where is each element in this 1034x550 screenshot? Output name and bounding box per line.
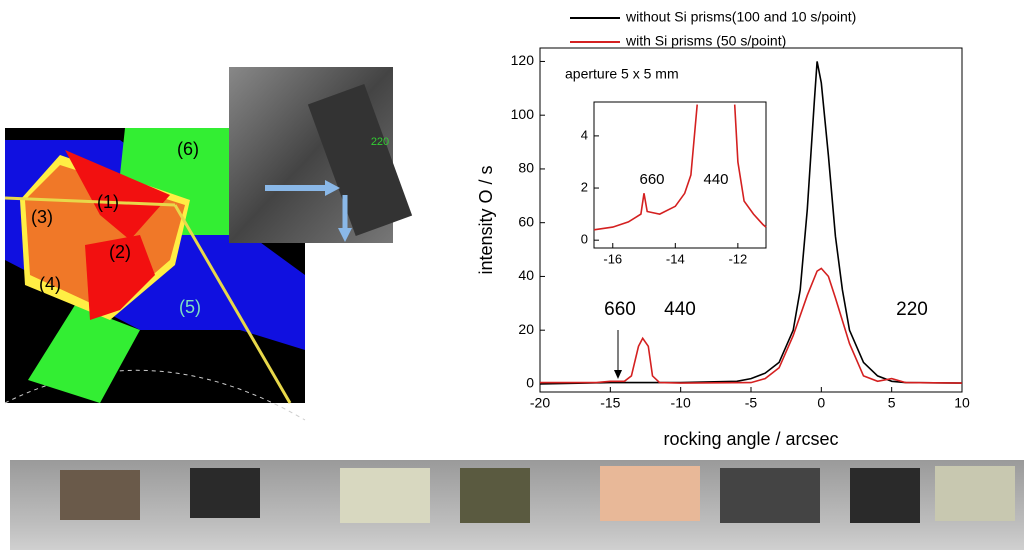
annotation: 440 — [664, 299, 696, 320]
series-line — [593, 104, 767, 231]
y-tick-label: 4 — [581, 127, 588, 142]
legend-label: with Si prisms (50 s/point) — [625, 33, 786, 49]
legend-label: without Si prisms(100 and 10 s/point) — [625, 9, 856, 25]
y-tick-label: 60 — [518, 213, 534, 229]
x-tick-label: -10 — [671, 395, 691, 411]
x-tick-label: -5 — [745, 395, 758, 411]
photo — [229, 67, 413, 243]
y-tick-label: 0 — [581, 232, 588, 247]
annotation: 220 — [896, 299, 928, 320]
x-tick-label: -16 — [603, 251, 622, 266]
diagram-label: (2) — [109, 242, 131, 262]
y-tick-label: 2 — [581, 179, 588, 194]
x-tick-label: -15 — [600, 395, 620, 411]
y-tick-label: 80 — [518, 160, 534, 176]
mirror-strip — [10, 460, 1024, 550]
x-tick-label: 0 — [817, 395, 825, 411]
diagram-label: (5) — [179, 297, 201, 317]
y-tick-label: 0 — [526, 375, 534, 391]
x-tick-label: -20 — [530, 395, 550, 411]
arrow-head — [614, 370, 622, 379]
x-axis-label: rocking angle / arcsec — [663, 429, 838, 449]
diagram-label: (6) — [177, 139, 199, 159]
diagram-label: (1) — [97, 192, 119, 212]
series-line — [539, 61, 963, 385]
annotation: 660 — [639, 171, 664, 188]
y-tick-label: 20 — [518, 321, 534, 337]
y-tick-label: 40 — [518, 267, 534, 283]
diagram-label: (4) — [39, 274, 61, 294]
inset-title: aperture 5 x 5 mm — [565, 66, 679, 82]
series-line — [540, 267, 963, 384]
photo-label: 220 — [371, 136, 389, 148]
y-tick-label: 120 — [511, 52, 535, 68]
annotation: 660 — [604, 299, 636, 320]
x-tick-label: 10 — [954, 395, 970, 411]
diagram-label: (3) — [31, 207, 53, 227]
x-tick-label: -14 — [666, 251, 685, 266]
x-tick-label: 5 — [888, 395, 896, 411]
x-tick-label: -12 — [728, 251, 747, 266]
annotation: 440 — [703, 171, 728, 188]
y-axis-label: intensity O / s — [476, 165, 496, 274]
y-tick-label: 100 — [511, 106, 535, 122]
